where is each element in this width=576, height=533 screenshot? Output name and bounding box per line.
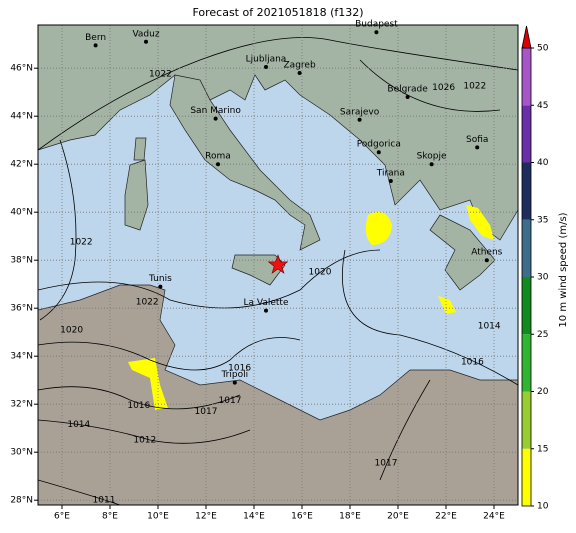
x-tick-label: 12°E xyxy=(195,512,217,522)
city-label: Sarajevo xyxy=(340,107,380,117)
city-dot xyxy=(158,284,163,289)
x-tick-label: 8°E xyxy=(102,512,118,522)
city-dot xyxy=(357,117,362,122)
isobar-label: 1026 xyxy=(432,83,455,93)
x-tick-label: 14°E xyxy=(243,512,265,522)
city-label: Bern xyxy=(85,33,106,43)
colorbar-tick-label: 15 xyxy=(537,444,548,454)
x-tick-label: 22°E xyxy=(435,512,457,522)
colorbar-segment xyxy=(522,162,531,220)
colorbar-tick-label: 45 xyxy=(537,101,548,111)
isobar-label: 1020 xyxy=(309,268,332,278)
colorbar-tick-label: 50 xyxy=(537,44,549,54)
colorbar-tick-label: 35 xyxy=(537,215,548,225)
isobar-label: 1017 xyxy=(195,407,218,417)
colorbar-tick-label: 20 xyxy=(537,387,549,397)
city-label: Tripoli xyxy=(220,370,248,380)
isobar-label: 1017 xyxy=(375,459,398,469)
colorbar-tick-label: 25 xyxy=(537,330,548,340)
colorbar-segment xyxy=(522,105,531,163)
city-label: San Marino xyxy=(190,106,241,116)
y-tick-label: 36°N xyxy=(10,304,33,314)
city-label: Podgorica xyxy=(357,140,401,150)
isobar-label: 1022 xyxy=(463,82,486,92)
isobar-label: 1016 xyxy=(127,401,150,411)
city-label: Vaduz xyxy=(132,29,159,39)
x-tick-label: 20°E xyxy=(387,512,409,522)
colorbar-label: 10 m wind speed (m/s) xyxy=(558,212,569,327)
isobar-label: 1022 xyxy=(70,238,93,248)
city-label: Roma xyxy=(205,152,231,162)
city-dot xyxy=(388,179,393,183)
isobar-label: 1016 xyxy=(228,364,251,374)
city-label: Ljubljana xyxy=(246,55,287,65)
city-dot xyxy=(484,258,489,263)
x-tick-label: 24°E xyxy=(483,512,505,522)
colorbar-tick-label: 30 xyxy=(537,273,549,283)
y-tick-label: 40°N xyxy=(10,208,33,218)
y-tick-label: 34°N xyxy=(10,352,33,362)
isobar-label: 1022 xyxy=(136,298,159,308)
colorbar-tick-label: 40 xyxy=(537,158,549,168)
colorbar-segment xyxy=(522,334,531,392)
city-dot xyxy=(297,71,302,75)
city-dot xyxy=(405,95,410,99)
city-dot xyxy=(232,380,237,385)
city-label: Athens xyxy=(471,248,502,258)
city-label: Zagreb xyxy=(284,61,316,71)
city-dot xyxy=(213,116,218,121)
location-marker xyxy=(267,254,289,274)
city-dot xyxy=(216,162,220,167)
colorbar-segment xyxy=(522,277,531,335)
colorbar-segment xyxy=(522,48,531,106)
city-dot xyxy=(264,65,268,69)
isobar-label: 1014 xyxy=(67,420,90,430)
x-tick-label: 10°E xyxy=(147,512,169,522)
isobar-label: 1014 xyxy=(478,322,501,332)
city-dot xyxy=(376,150,381,155)
colorbar-segment xyxy=(522,219,531,277)
y-tick-label: 38°N xyxy=(10,256,33,266)
title: Forecast of 2021051818 (f132) xyxy=(192,6,363,19)
colorbar-segment xyxy=(522,391,531,449)
y-tick-label: 44°N xyxy=(10,112,33,122)
isobar-label: 1022 xyxy=(149,70,172,80)
isobar-label: 1016 xyxy=(461,358,484,368)
colorbar-tick-label: 10 xyxy=(537,502,549,512)
x-tick-label: 16°E xyxy=(291,512,313,522)
isobar-label: 1012 xyxy=(133,436,156,446)
y-tick-label: 46°N xyxy=(10,64,33,74)
y-tick-label: 42°N xyxy=(10,160,33,170)
map-layer: 1022 1026 1022 1022 1020 1022 1020 1014 1016 1016… xyxy=(38,20,518,506)
city-label: Tirana xyxy=(376,169,405,179)
x-tick-label: 6°E xyxy=(54,512,70,522)
map-frame xyxy=(37,24,519,506)
isobar-label: 1011 xyxy=(93,496,116,506)
y-tick-label: 30°N xyxy=(10,448,33,458)
y-tick-label: 32°N xyxy=(10,400,33,410)
x-tick-label: 18°E xyxy=(339,512,361,522)
city-dot xyxy=(144,39,148,44)
colorbar-extend xyxy=(521,25,532,49)
city-dot xyxy=(475,145,480,150)
y-tick-label: 28°N xyxy=(10,496,33,506)
city-dot xyxy=(264,308,268,313)
city-label: Tunis xyxy=(148,274,172,284)
city-label: Belgrade xyxy=(387,85,428,95)
city-label: Skopje xyxy=(417,152,447,162)
city-dot xyxy=(429,162,434,167)
city-label: Sofia xyxy=(466,135,488,145)
map-background xyxy=(38,25,518,505)
city-dot xyxy=(93,43,98,48)
isobar-label: 1017 xyxy=(219,396,242,406)
city-dot xyxy=(374,30,379,35)
colorbar-segment xyxy=(522,448,531,506)
isobar-label: 1020 xyxy=(60,325,83,335)
city-label: La Valette xyxy=(244,298,289,308)
